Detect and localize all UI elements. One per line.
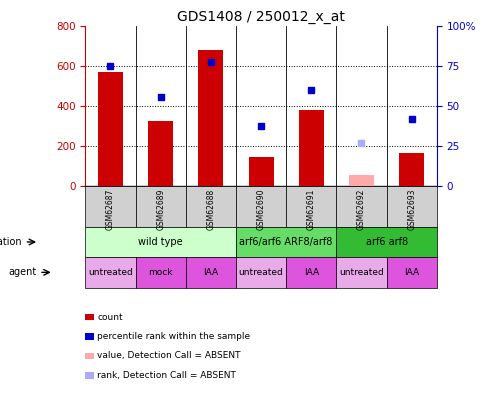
Bar	[399, 153, 424, 186]
Text: arf6/arf6 ARF8/arf8: arf6/arf6 ARF8/arf8	[240, 237, 333, 247]
Bar	[148, 122, 173, 186]
Bar	[198, 50, 224, 186]
Bar	[248, 157, 274, 186]
Text: untreated: untreated	[239, 268, 284, 277]
Text: untreated: untreated	[339, 268, 384, 277]
Text: wild type: wild type	[139, 237, 183, 247]
Bar	[98, 72, 123, 186]
Text: genotype/variation: genotype/variation	[0, 237, 22, 247]
Text: untreated: untreated	[88, 268, 133, 277]
Text: arf6 arf8: arf6 arf8	[366, 237, 407, 247]
Text: IAA: IAA	[203, 268, 219, 277]
Text: IAA: IAA	[304, 268, 319, 277]
Text: mock: mock	[148, 268, 173, 277]
Text: IAA: IAA	[404, 268, 419, 277]
Text: GSM62688: GSM62688	[206, 188, 215, 230]
Text: GSM62693: GSM62693	[407, 188, 416, 230]
Text: percentile rank within the sample: percentile rank within the sample	[97, 332, 250, 341]
Text: GSM62689: GSM62689	[156, 188, 165, 230]
Title: GDS1408 / 250012_x_at: GDS1408 / 250012_x_at	[177, 10, 345, 24]
Text: GSM62690: GSM62690	[257, 188, 265, 230]
Text: rank, Detection Call = ABSENT: rank, Detection Call = ABSENT	[97, 371, 236, 380]
Text: GSM62692: GSM62692	[357, 188, 366, 230]
Text: agent: agent	[8, 267, 37, 277]
Text: count: count	[97, 313, 123, 322]
Text: value, Detection Call = ABSENT: value, Detection Call = ABSENT	[97, 352, 241, 360]
Bar	[299, 110, 324, 186]
Text: GSM62691: GSM62691	[307, 188, 316, 230]
Text: GSM62687: GSM62687	[106, 188, 115, 230]
Bar	[349, 175, 374, 186]
